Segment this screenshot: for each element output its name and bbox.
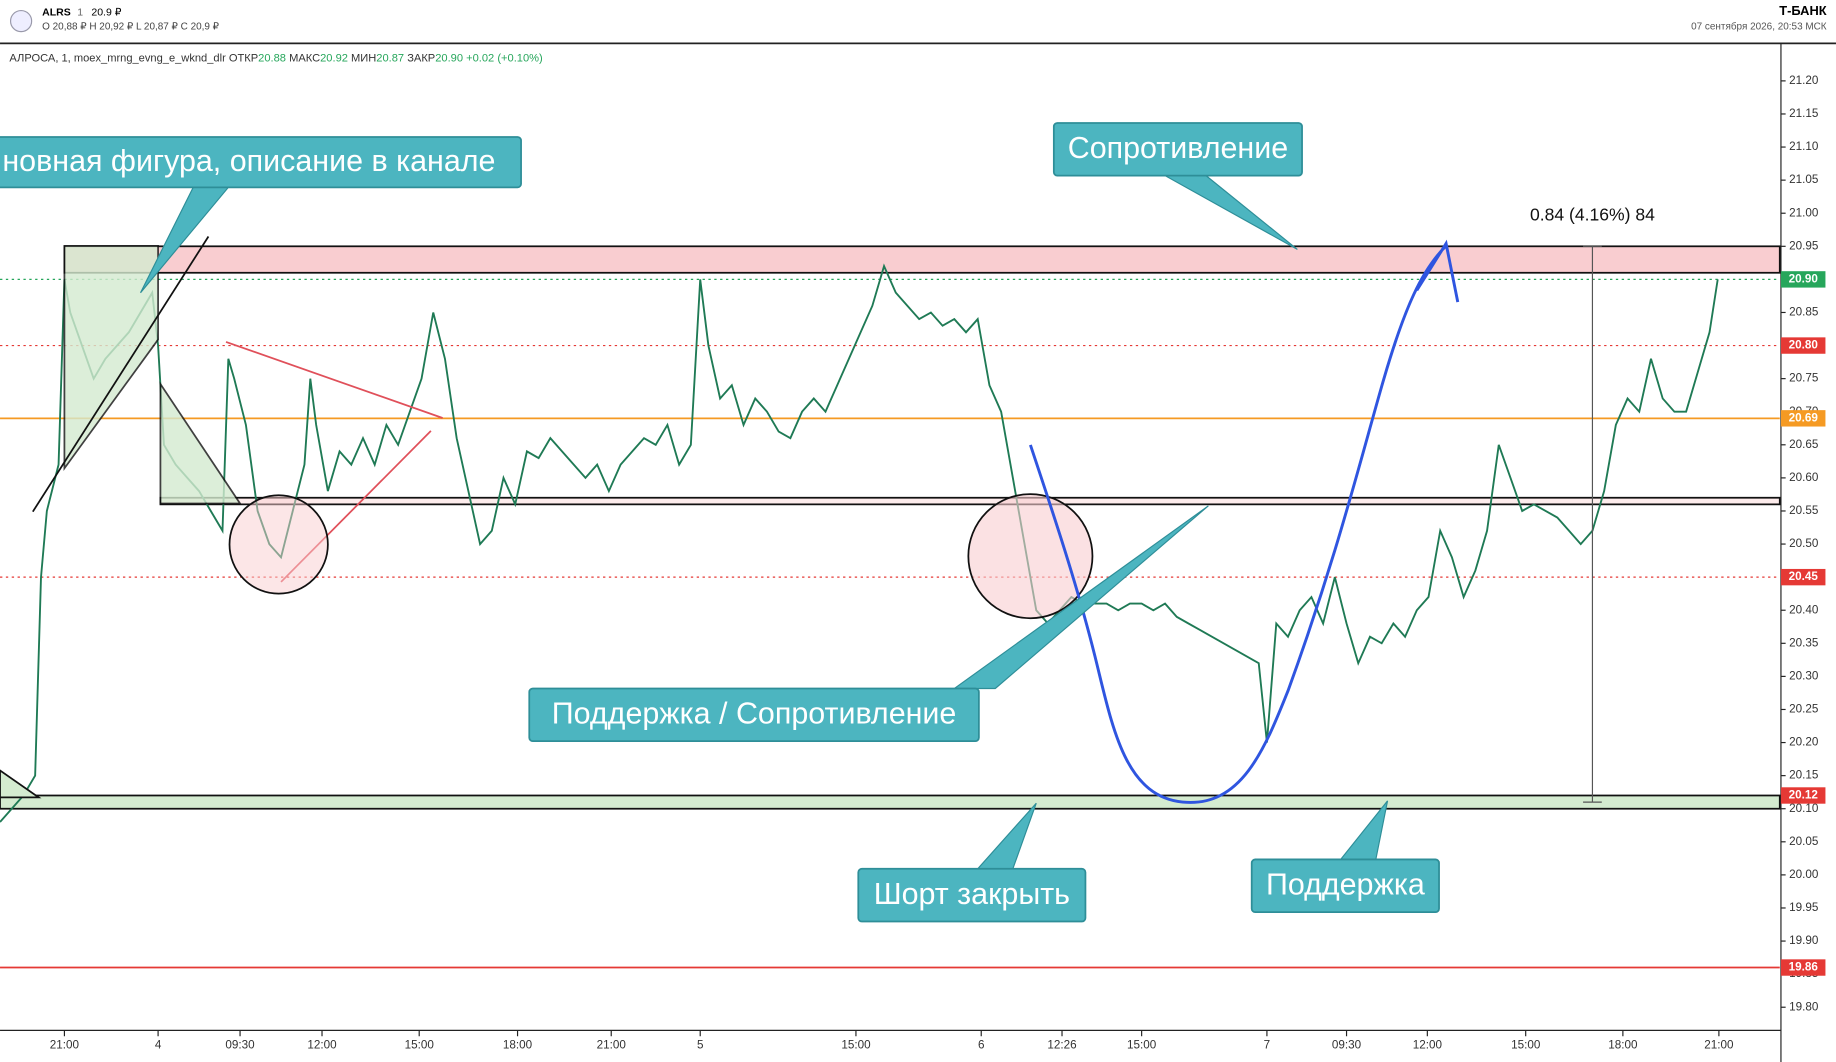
price-marker-label: 20.80 bbox=[1789, 339, 1819, 352]
x-tick-label: 4 bbox=[155, 1039, 162, 1052]
legend-value: 20.87 bbox=[376, 52, 404, 64]
callout-text: новная фигура, описание в канале bbox=[2, 144, 495, 178]
y-tick-label: 19.95 bbox=[1789, 901, 1819, 914]
zone bbox=[0, 794, 1781, 810]
y-tick-label: 20.60 bbox=[1789, 471, 1819, 484]
circle-mark bbox=[228, 494, 329, 595]
circle-mark bbox=[967, 493, 1094, 620]
drawings bbox=[0, 236, 1460, 804]
price-marker-label: 19.86 bbox=[1789, 961, 1819, 974]
price-marker-label: 20.12 bbox=[1789, 789, 1819, 802]
x-tick-label: 21:00 bbox=[50, 1039, 80, 1052]
legend-label: ОТКР bbox=[229, 52, 258, 64]
datetime: 07 сентября 2026, 20:53 МСК bbox=[1691, 22, 1827, 33]
x-tick-label: 09:30 bbox=[1332, 1039, 1362, 1052]
y-tick-label: 20.25 bbox=[1789, 703, 1819, 716]
price-marker bbox=[1780, 337, 1826, 354]
y-tick-label: 20.35 bbox=[1789, 636, 1819, 649]
x-tick-label: 21:00 bbox=[1704, 1039, 1734, 1052]
trend-line bbox=[32, 236, 210, 513]
y-tick-label: 21.15 bbox=[1789, 107, 1819, 120]
legend-value: 20.90 bbox=[435, 52, 463, 64]
x-tick-label: 15:00 bbox=[1127, 1039, 1157, 1052]
y-tick-label: 20.15 bbox=[1789, 769, 1819, 782]
triangle-line bbox=[225, 341, 443, 419]
brand: Т-БАНК bbox=[1779, 3, 1826, 18]
y-tick-label: 20.55 bbox=[1789, 504, 1819, 517]
callouts: новная фигура, описание в канале Сопроти… bbox=[0, 122, 1440, 923]
logo bbox=[9, 9, 33, 33]
x-tick-label: 18:00 bbox=[503, 1039, 533, 1052]
y-tick-label: 21.05 bbox=[1789, 173, 1819, 186]
x-tick-label: 15:00 bbox=[405, 1039, 435, 1052]
price-marker-label: 20.90 bbox=[1789, 272, 1819, 285]
pattern-shape bbox=[63, 245, 159, 472]
ohlc: O 20,88 ₽ H 20,92 ₽ L 20,87 ₽ C 20,9 ₽ bbox=[42, 22, 220, 33]
callout-text: Поддержка / Сопротивление bbox=[552, 696, 957, 730]
x-tick-label: 5 bbox=[697, 1039, 704, 1052]
pattern-shape bbox=[0, 769, 42, 799]
x-tick-label: 7 bbox=[1264, 1039, 1271, 1052]
zone bbox=[159, 496, 1781, 506]
x-tick-label: 15:00 bbox=[841, 1039, 871, 1052]
measure-label: 0.84 (4.16%) 84 bbox=[1530, 205, 1655, 225]
x-tick-label: 15:00 bbox=[1511, 1039, 1541, 1052]
y-tick-label: 21.10 bbox=[1789, 140, 1819, 153]
callout-text: Поддержка bbox=[1266, 867, 1425, 901]
y-tick-label: 20.65 bbox=[1789, 438, 1819, 451]
legend-label: МИН bbox=[351, 52, 376, 64]
x-tick-label: 09:30 bbox=[225, 1039, 255, 1052]
price: 20.9 ₽ bbox=[91, 7, 121, 19]
price-marker bbox=[1780, 959, 1826, 976]
callout-box bbox=[528, 687, 980, 743]
x-tick-label: 12:00 bbox=[1413, 1039, 1443, 1052]
y-tick-label: 19.80 bbox=[1789, 1000, 1819, 1013]
price-marker bbox=[1780, 410, 1826, 427]
callout-box bbox=[1250, 858, 1440, 914]
y-tick-label: 20.05 bbox=[1789, 835, 1819, 848]
callout-box bbox=[1052, 122, 1303, 177]
x-tick-label: 21:00 bbox=[597, 1039, 627, 1052]
price-marker-label: 20.69 bbox=[1789, 411, 1819, 424]
y-tick-label: 21.00 bbox=[1789, 206, 1819, 219]
y-tick-label: 20.75 bbox=[1789, 372, 1819, 385]
price-marker-label: 20.45 bbox=[1789, 570, 1819, 583]
y-tick-label: 20.20 bbox=[1789, 736, 1819, 749]
y-tick-label: 20.40 bbox=[1789, 603, 1819, 616]
pattern-shape bbox=[159, 381, 242, 505]
y-tick-label: 20.50 bbox=[1789, 537, 1819, 550]
y-tick-label: 20.00 bbox=[1789, 868, 1819, 881]
ticker: ALRS bbox=[42, 7, 71, 19]
legend-value: 20.92 bbox=[320, 52, 348, 64]
callout-box bbox=[0, 136, 522, 189]
y-tick-label: 20.85 bbox=[1789, 306, 1819, 319]
legend-change: +0.02 (+0.10%) bbox=[466, 52, 543, 64]
x-tick-label: 6 bbox=[978, 1039, 985, 1052]
price-marker bbox=[1780, 787, 1826, 804]
zone bbox=[63, 245, 1781, 274]
legend-label: ЗАКР bbox=[407, 52, 435, 64]
y-tick-label: 20.95 bbox=[1789, 239, 1819, 252]
y-tick-label: 20.10 bbox=[1789, 802, 1819, 815]
x-tick-label: 18:00 bbox=[1608, 1039, 1638, 1052]
x-tick-label: 12:26 bbox=[1047, 1039, 1076, 1052]
x-tick-label: 12:00 bbox=[307, 1039, 337, 1052]
y-tick-label: 21.20 bbox=[1789, 74, 1819, 87]
price-marker bbox=[1780, 271, 1826, 288]
y-tick-label: 19.90 bbox=[1789, 934, 1819, 947]
callout-box bbox=[857, 867, 1087, 923]
price-line-series bbox=[0, 263, 1719, 823]
legend: АЛРОСА, 1, moex_mrng_evng_e_wknd_dlr ОТК… bbox=[9, 52, 543, 64]
interval: 1 bbox=[77, 7, 83, 19]
legend-symbol: АЛРОСА, 1, moex_mrng_evng_e_wknd_dlr bbox=[9, 52, 226, 64]
legend-value: 20.88 bbox=[258, 52, 286, 64]
y-tick-label: 20.30 bbox=[1789, 669, 1819, 682]
forecast-curve bbox=[1029, 239, 1460, 804]
callout-text: Сопротивление bbox=[1068, 131, 1288, 165]
legend-label: МАКС bbox=[289, 52, 320, 64]
price-marker bbox=[1780, 568, 1826, 586]
callout-text: Шорт закрыть bbox=[874, 877, 1070, 911]
